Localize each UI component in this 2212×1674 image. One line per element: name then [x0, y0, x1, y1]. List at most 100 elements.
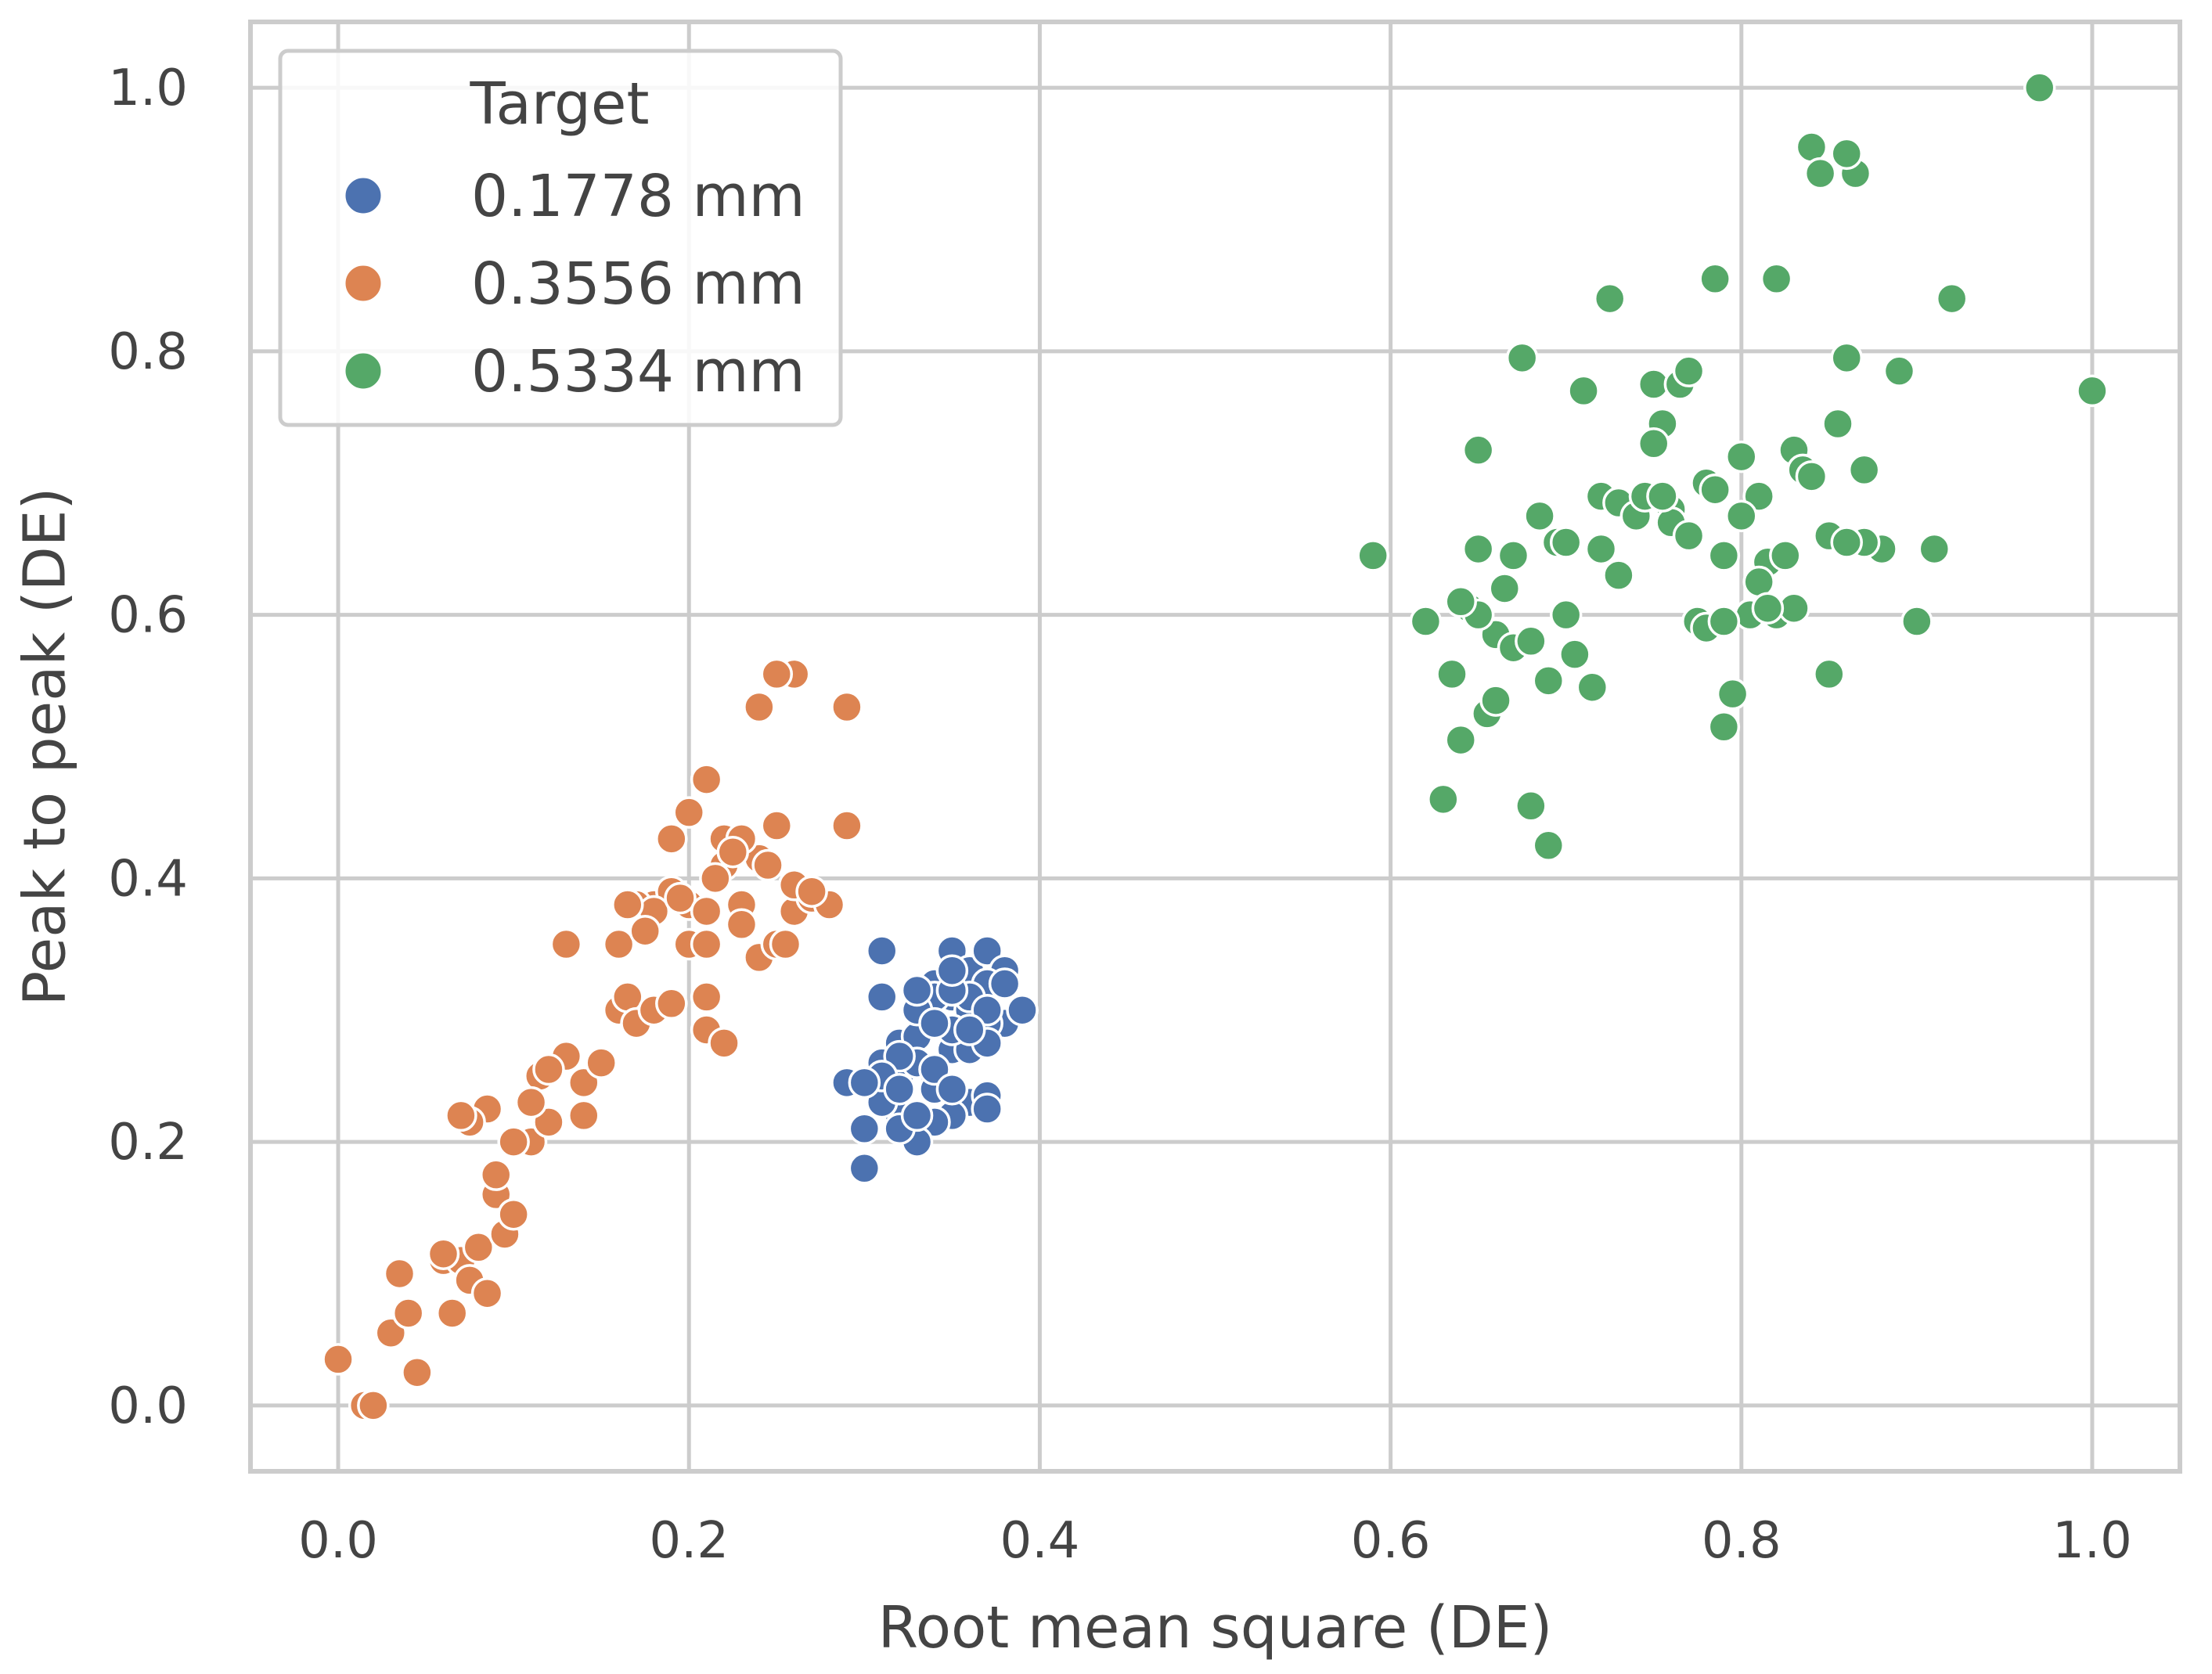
data-point — [1515, 790, 1547, 823]
plot-frame — [248, 20, 2182, 1474]
data-point — [1882, 355, 1916, 387]
data-point — [391, 1297, 425, 1330]
y-tick-label: 0.6 — [108, 587, 188, 645]
data-point — [1444, 723, 1477, 757]
data-point — [629, 914, 661, 948]
data-point — [848, 1152, 881, 1185]
data-point — [1558, 638, 1591, 671]
legend-marker — [343, 175, 384, 216]
data-point — [2076, 374, 2109, 408]
data-point — [1523, 499, 1556, 533]
data-point — [751, 848, 784, 882]
data-point — [462, 1231, 495, 1264]
data-point — [602, 927, 636, 961]
data-point — [1532, 829, 1565, 862]
data-point — [655, 823, 688, 855]
data-point — [743, 690, 776, 724]
data-point — [1847, 453, 1881, 487]
data-point — [1672, 519, 1706, 553]
data-point — [1646, 480, 1679, 513]
data-point — [567, 1099, 600, 1132]
data-point — [1602, 559, 1635, 592]
data-point — [1830, 341, 1863, 375]
data-point — [1935, 282, 1969, 315]
data-point — [953, 1013, 986, 1046]
legend-title: Target — [470, 70, 650, 138]
data-point — [1488, 572, 1521, 605]
x-tick-labels: 0.0 0.2 0.4 0.6 0.8 1.0 — [298, 1512, 2132, 1570]
data-point — [1725, 499, 1758, 533]
data-point — [322, 1343, 355, 1376]
data-point — [497, 1197, 530, 1231]
x-tick-label: 0.6 — [1351, 1512, 1431, 1570]
data-point — [1505, 341, 1539, 375]
data-point — [1918, 532, 1951, 566]
data-point — [479, 1158, 513, 1191]
data-point — [1436, 657, 1468, 691]
data-point — [690, 927, 723, 961]
data-point — [1672, 355, 1706, 387]
data-point — [795, 875, 828, 908]
data-point — [1760, 262, 1793, 296]
data-point — [1567, 374, 1600, 408]
data-point — [830, 809, 863, 842]
y-tick-label: 0.0 — [108, 1377, 188, 1435]
y-axis-label: Peak to peak (DE) — [12, 488, 79, 1006]
data-point — [664, 881, 697, 915]
data-point — [716, 835, 749, 869]
data-point — [1461, 434, 1495, 466]
y-tick-label: 1.0 — [108, 59, 188, 117]
data-point — [470, 1276, 504, 1310]
data-point — [1803, 157, 1837, 190]
data-point — [497, 1125, 530, 1158]
legend-label: 0.5334 mm — [471, 338, 805, 405]
data-point — [1497, 539, 1530, 572]
y-tick-labels: 0.0 0.2 0.4 0.6 0.8 1.0 — [108, 59, 188, 1435]
data-point — [1830, 526, 1863, 559]
data-point — [401, 1355, 434, 1389]
x-tick-label: 0.4 — [1000, 1512, 1080, 1570]
data-point — [1409, 605, 1443, 638]
data-point — [1707, 710, 1741, 743]
data-point — [427, 1237, 460, 1270]
data-point — [865, 981, 899, 1013]
x-tick-label: 0.0 — [298, 1512, 378, 1570]
data-point — [725, 908, 758, 941]
series-2-points — [322, 657, 863, 1422]
data-point — [1637, 427, 1670, 460]
data-point — [585, 1046, 618, 1079]
legend-box — [278, 49, 843, 427]
data-point — [1549, 598, 1583, 632]
data-point — [1751, 592, 1785, 625]
data-point — [883, 1072, 916, 1106]
data-point — [848, 1066, 881, 1100]
data-point — [549, 927, 583, 961]
data-point — [1006, 993, 1039, 1027]
y-tick-label: 0.2 — [108, 1114, 188, 1172]
data-point — [1821, 407, 1854, 441]
data-point — [1830, 137, 1863, 171]
series-1-points — [830, 934, 1039, 1185]
data-point — [690, 763, 723, 796]
legend-marker — [343, 351, 384, 391]
y-tick-label: 0.4 — [108, 850, 188, 908]
data-point — [760, 657, 794, 691]
data-point — [532, 1053, 565, 1086]
legend-label: 0.3556 mm — [471, 250, 805, 318]
data-point — [611, 888, 644, 921]
data-point — [1356, 539, 1389, 572]
x-tick-label: 0.2 — [649, 1512, 729, 1570]
data-point — [1900, 605, 1933, 638]
data-point — [1707, 539, 1741, 572]
data-point — [357, 1389, 390, 1422]
data-point — [935, 954, 969, 987]
data-point — [1707, 605, 1741, 638]
data-point — [445, 1099, 477, 1132]
data-point — [865, 934, 899, 967]
data-point — [769, 927, 802, 961]
legend: Target 0.1778 mm 0.3556 mm 0.5334 mm — [278, 49, 843, 427]
data-point — [971, 1093, 1003, 1125]
data-point — [1479, 684, 1512, 717]
x-tick-label: 0.8 — [1702, 1512, 1781, 1570]
